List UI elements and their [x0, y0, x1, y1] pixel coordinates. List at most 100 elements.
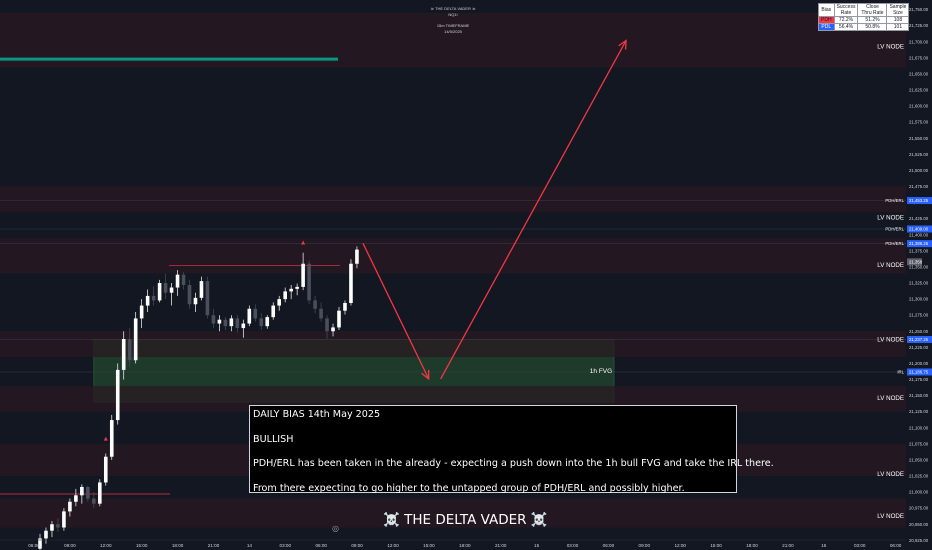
lv-node-label: LV NODE — [877, 395, 904, 402]
candle-body — [349, 263, 353, 303]
current-price-value: 21,358 — [909, 259, 923, 264]
candle-body — [295, 286, 299, 289]
candle-body — [241, 323, 246, 329]
price-tag — [907, 225, 932, 233]
y-tick-label: 21,300.00 — [909, 297, 929, 302]
y-tick-label: 21,075.00 — [909, 441, 929, 446]
watermark-timeframe: 15m TIMEFRAME — [436, 23, 470, 28]
candle-body — [307, 263, 311, 301]
y-tick-label: 21,750.00 — [909, 7, 929, 12]
x-tick-label: 15:00 — [710, 543, 722, 548]
candle-body — [86, 486, 90, 499]
stats-pdh-close-thru: 51.2% — [857, 16, 888, 24]
lv-node-zone — [0, 238, 906, 274]
candle-body — [265, 317, 270, 327]
y-tick-label: 21,150.00 — [909, 393, 929, 398]
bias-line-1: PDH/ERL has been taken in the already - … — [253, 458, 774, 469]
candle-body — [205, 281, 210, 316]
stats-pdl-bias: PDL — [818, 23, 835, 31]
x-tick-label: 09:00 — [64, 543, 76, 548]
bias-title: DAILY BIAS 14th May 2025 — [253, 409, 381, 420]
y-tick-label: 21,650.00 — [909, 71, 929, 76]
candle-body — [157, 283, 162, 301]
candle-body — [253, 308, 258, 319]
y-tick-label: 21,725.00 — [909, 23, 929, 28]
candle-body — [193, 297, 198, 305]
stats-row-pdh: PDH 72.2% 51.2% 108 — [818, 16, 910, 24]
y-tick-label: 21,350.00 — [909, 264, 929, 269]
signal-triangle — [301, 240, 306, 245]
price-tag — [907, 240, 932, 248]
lv-node-zone — [0, 498, 906, 528]
candle-body — [80, 486, 84, 496]
y-tick-label: 21,375.00 — [909, 248, 929, 253]
current-price-tag — [907, 258, 922, 266]
candle-body — [169, 287, 174, 293]
lv-node-label: LV NODE — [877, 337, 904, 344]
y-tick-label: 21,700.00 — [909, 39, 929, 44]
candle-body — [133, 318, 138, 361]
price-tag-label: IRL — [897, 370, 904, 375]
x-tick-label: 09:00 — [351, 543, 363, 548]
candle-body — [259, 318, 264, 327]
candle-body — [289, 288, 293, 292]
candle-body — [343, 302, 347, 311]
price-tag-value: 21,186.75 — [909, 370, 929, 375]
camera-icon[interactable]: ◎ — [332, 524, 339, 533]
candle-body — [187, 284, 192, 305]
price-tag-label: PDH/ERL — [885, 227, 904, 232]
stats-pdh-sample: 108 — [886, 16, 910, 24]
x-tick-label: 09:00 — [639, 543, 651, 548]
watermark-date: 14/5/2025 — [444, 29, 462, 34]
y-tick-label: 21,000.00 — [909, 490, 929, 495]
candle-body — [277, 299, 281, 306]
x-tick-label: 03:00 — [280, 543, 292, 548]
candle-body — [313, 300, 317, 309]
x-tick-label: 14 — [247, 543, 253, 548]
y-tick-label: 21,625.00 — [909, 88, 929, 93]
bias-line-2: From there expecting to go higher to the… — [253, 482, 685, 494]
bias-stats-table: Bias Success Rate Close Thru Rate Sample… — [818, 3, 910, 31]
price-axis — [907, 0, 932, 550]
price-tag-value: 21,409.00 — [909, 227, 929, 232]
x-tick-label: 03:00 — [854, 543, 866, 548]
signal-triangle — [103, 436, 108, 441]
stats-header-bias: Bias — [818, 3, 835, 17]
y-tick-label: 21,675.00 — [909, 55, 929, 60]
x-tick-label: 03:00 — [567, 543, 579, 548]
candle-body — [247, 308, 252, 324]
daily-bias-box: DAILY BIAS 14th May 2025 BULLISH PDH/ERL… — [249, 405, 774, 494]
lv-node-label: LV NODE — [877, 262, 904, 269]
stats-pdh-bias: PDH — [818, 16, 835, 24]
x-tick-label: 15:00 — [136, 543, 148, 548]
y-tick-label: 21,325.00 — [909, 281, 929, 286]
y-tick-label: 21,250.00 — [909, 329, 929, 334]
y-tick-label: 21,175.00 — [909, 377, 929, 382]
candle-body — [151, 295, 156, 301]
candle-body — [211, 315, 216, 324]
candle-body — [68, 501, 72, 512]
candle-body — [301, 263, 305, 287]
price-tag-value: 21,237.25 — [909, 337, 929, 342]
y-tick-label: 21,100.00 — [909, 425, 929, 430]
x-tick-label: 12:00 — [387, 543, 399, 548]
candle-body — [331, 327, 335, 332]
candle-body — [74, 495, 78, 502]
y-tick-label: 21,275.00 — [909, 313, 929, 318]
candle-body — [319, 308, 323, 319]
x-tick-label: 16 — [821, 543, 827, 548]
candle-body — [44, 530, 48, 539]
bias-direction: BULLISH — [253, 433, 294, 445]
candle-body — [145, 295, 150, 306]
price-tag-label: PDH/ERL — [885, 241, 904, 246]
candle-body — [181, 274, 186, 285]
candle-body — [337, 310, 341, 328]
brand-footer: ☠️ THE DELTA VADER ☠️ — [383, 512, 548, 528]
fvg-label: 1h FVG — [590, 368, 612, 375]
candle-body — [229, 318, 234, 327]
down-projection-arrow — [362, 242, 430, 380]
lv-node-label: LV NODE — [877, 214, 904, 221]
candle-body — [56, 524, 60, 528]
up-projection-arrow — [440, 40, 627, 380]
